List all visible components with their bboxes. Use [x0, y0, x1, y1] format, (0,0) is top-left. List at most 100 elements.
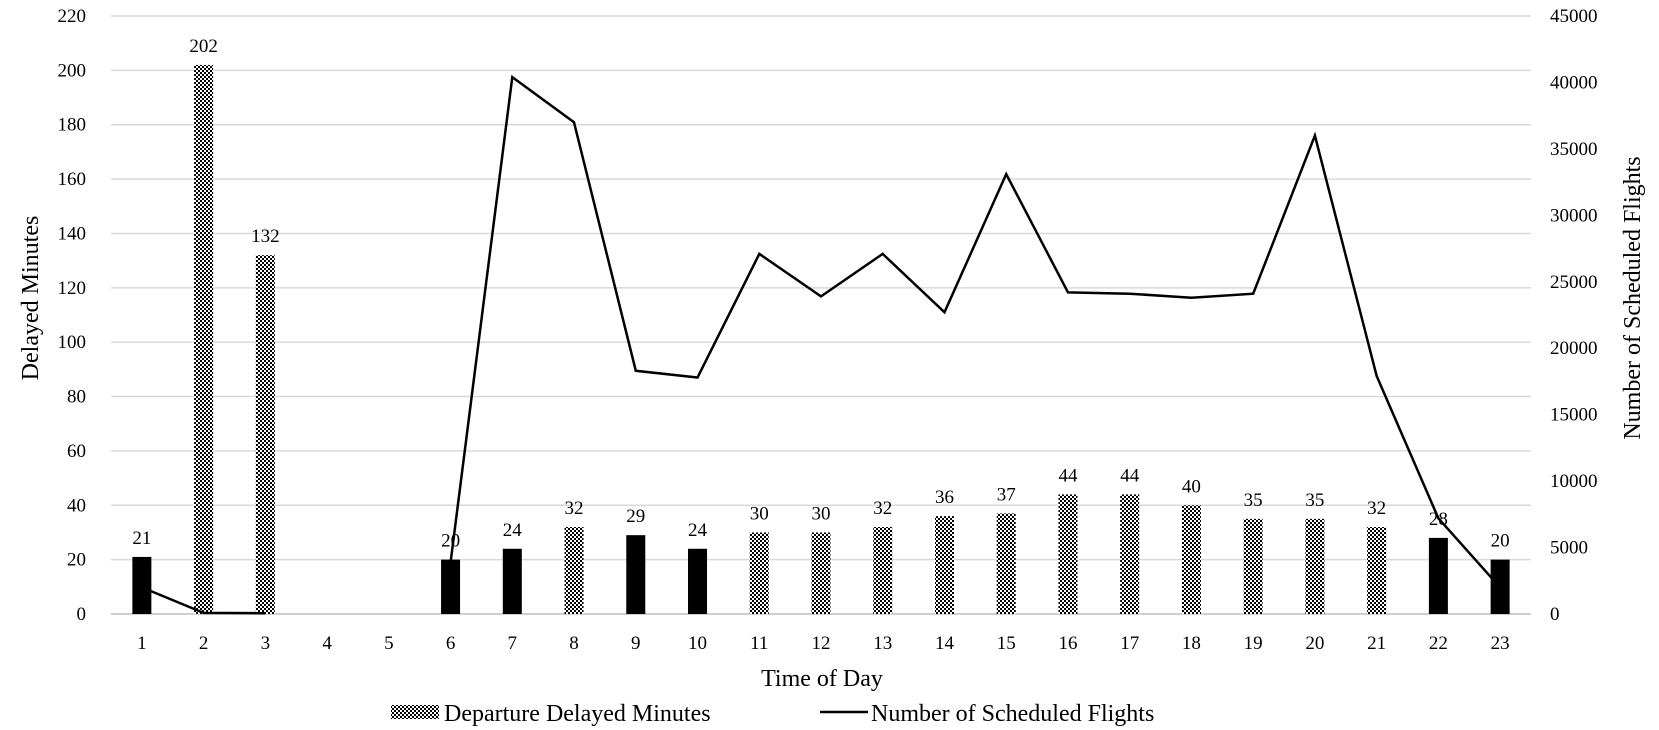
x-tick: 22 [1429, 633, 1448, 654]
bar [934, 516, 954, 614]
x-tick: 1 [137, 633, 147, 654]
x-tick: 17 [1120, 633, 1139, 654]
data-label: 24 [688, 520, 708, 541]
legend-bar-swatch [391, 705, 439, 719]
data-label: 29 [626, 506, 645, 527]
x-tick: 2 [199, 633, 209, 654]
x-tick: 11 [750, 633, 768, 654]
x-tick: 21 [1367, 633, 1386, 654]
x-tick: 20 [1305, 633, 1324, 654]
bar [502, 548, 522, 614]
data-label: 30 [812, 503, 831, 524]
y-tick-left: 140 [58, 223, 87, 244]
x-axis-title: Time of Day [761, 666, 883, 692]
data-label: 30 [750, 503, 769, 524]
data-label: 40 [1182, 476, 1201, 497]
y-axis-title-left: Delayed Minutes [18, 216, 44, 381]
bar [194, 64, 214, 615]
x-tick: 19 [1244, 633, 1263, 654]
data-label: 44 [1120, 465, 1140, 486]
x-tick: 9 [631, 633, 641, 654]
bar [1181, 505, 1201, 614]
data-label: 37 [997, 484, 1016, 505]
scheduled-flights-line [141, 586, 266, 615]
y-tick-left: 160 [58, 169, 87, 190]
bar [1428, 537, 1448, 614]
y-tick-right: 15000 [1550, 405, 1598, 426]
y-tick-right: 20000 [1550, 338, 1598, 359]
data-labels: 21 202 132 20 24 32 29 24 30 30 32 36 37 44 44 40 35 35 32… [132, 36, 1509, 552]
data-label: 32 [565, 498, 584, 519]
x-tick: 18 [1182, 633, 1201, 654]
y-tick-left: 100 [58, 332, 87, 353]
x-tick: 14 [935, 633, 955, 654]
bar [996, 513, 1016, 614]
legend-line-label: Number of Scheduled Flights [871, 701, 1154, 727]
y-tick-right: 25000 [1550, 272, 1598, 293]
x-tick: 4 [322, 633, 332, 654]
data-label: 132 [251, 226, 280, 247]
data-label: 35 [1305, 490, 1324, 511]
y-tick-right: 40000 [1550, 72, 1598, 93]
legend: Departure Delayed Minutes Number of Sche… [391, 701, 1154, 727]
bar [1120, 494, 1140, 614]
axis-ticks: 0204060801001201401601802002200500010000… [58, 6, 1598, 654]
y-tick-right: 30000 [1550, 205, 1598, 226]
x-tick: 7 [508, 633, 518, 654]
x-tick: 13 [873, 633, 892, 654]
data-label: 36 [935, 487, 954, 508]
scheduled-flights-line [449, 74, 1502, 589]
bar [1058, 494, 1078, 614]
y-tick-left: 200 [58, 60, 87, 81]
y-tick-right: 10000 [1550, 471, 1598, 492]
data-label: 32 [1367, 498, 1386, 519]
x-tick: 16 [1058, 633, 1077, 654]
x-tick: 23 [1491, 633, 1510, 654]
bar [688, 548, 708, 614]
bar [873, 527, 893, 614]
x-tick: 6 [446, 633, 456, 654]
data-label: 20 [1491, 531, 1510, 552]
bar [255, 255, 275, 614]
y-tick-right: 35000 [1550, 139, 1598, 160]
data-label: 28 [1429, 509, 1448, 530]
data-label: 20 [441, 531, 460, 552]
y-tick-right: 5000 [1550, 538, 1588, 559]
y-tick-left: 120 [58, 278, 87, 299]
gridlines [111, 15, 1531, 615]
y-tick-right: 0 [1550, 604, 1560, 625]
y-tick-left: 60 [67, 441, 86, 462]
x-tick: 10 [688, 633, 707, 654]
x-tick: 5 [384, 633, 394, 654]
bar [1243, 518, 1263, 614]
x-tick: 12 [812, 633, 831, 654]
y-tick-left: 20 [67, 550, 86, 571]
y-axis-title-right: Number of Scheduled Flights [1620, 156, 1646, 439]
x-tick: 8 [569, 633, 579, 654]
legend-bar-label: Departure Delayed Minutes [444, 701, 711, 727]
data-label: 32 [873, 498, 892, 519]
x-tick: 15 [997, 633, 1016, 654]
data-label: 44 [1058, 465, 1078, 486]
bar [1305, 518, 1325, 614]
x-tick: 3 [261, 633, 271, 654]
line-series [141, 74, 1502, 615]
y-tick-left: 180 [58, 115, 87, 136]
data-label: 21 [132, 528, 151, 549]
y-tick-left: 0 [77, 604, 87, 625]
data-label: 35 [1244, 490, 1263, 511]
bar-series [132, 64, 1510, 615]
y-tick-left: 80 [67, 387, 86, 408]
data-label: 202 [189, 36, 218, 57]
bar [749, 532, 769, 614]
bar [564, 527, 584, 614]
y-tick-right: 45000 [1550, 6, 1598, 27]
bar [132, 556, 152, 614]
y-tick-left: 40 [67, 495, 86, 516]
bar [811, 532, 831, 614]
y-tick-left: 220 [58, 6, 87, 27]
bar [1367, 527, 1387, 614]
bar [626, 535, 646, 614]
bar [441, 559, 461, 614]
